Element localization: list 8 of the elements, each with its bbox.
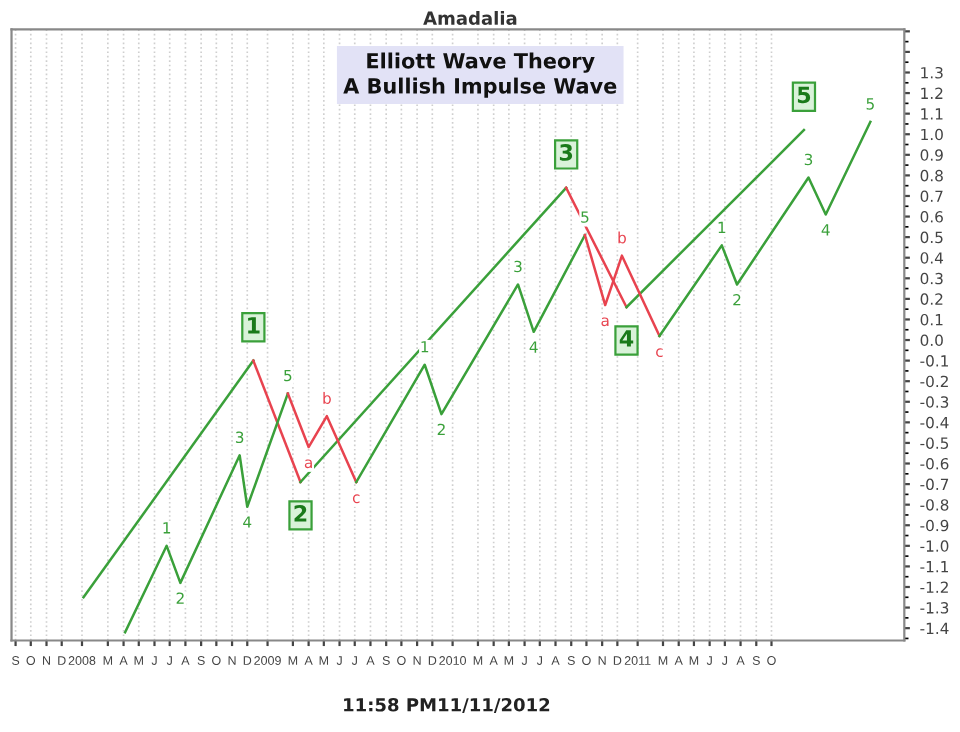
- annotation: 2: [294, 505, 307, 522]
- text: Elliott Wave Theory A Bullish Impulse Wave: [343, 52, 617, 98]
- annotation: 5: [797, 86, 811, 104]
- text: 11:58 PM11/11/2012: [344, 697, 550, 714]
- annotation: 3: [559, 144, 573, 161]
- annotation: 4: [619, 330, 634, 347]
- annotation: 1: [248, 317, 260, 334]
- chart-title: Amadalia: [423, 10, 517, 25]
